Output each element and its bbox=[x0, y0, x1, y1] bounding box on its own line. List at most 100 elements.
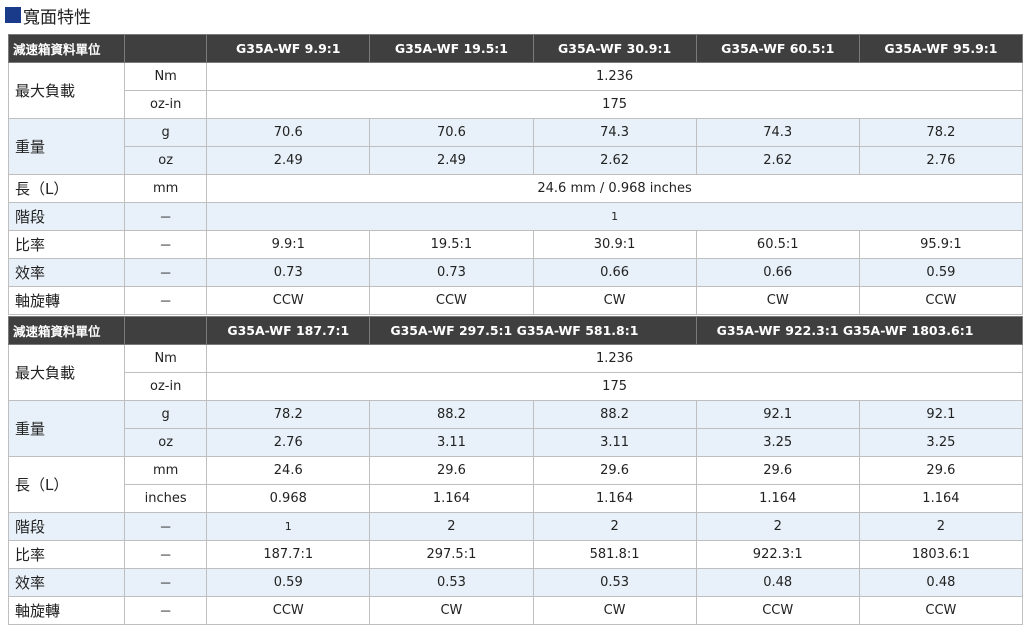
table-row: inches 0.968 1.164 1.164 1.164 1.164 bbox=[9, 484, 1024, 513]
table-row: 軸旋轉 － CCW CW CW CCW CCW bbox=[7, 596, 1024, 625]
table-row: oz 2.76 3.11 3.11 3.25 3.25 bbox=[9, 428, 1024, 457]
value-cell: 78.2 bbox=[858, 118, 1024, 147]
value-cell: 74.3 bbox=[695, 118, 860, 147]
unit-header: 減速箱資料單位 bbox=[7, 316, 126, 345]
value-cell: 1.164 bbox=[532, 484, 697, 513]
row-label-rotation: 軸旋轉 bbox=[7, 596, 126, 625]
value-cell: 2 bbox=[858, 512, 1024, 541]
value-cell: CW bbox=[369, 596, 534, 625]
value-cell: 1 bbox=[206, 512, 371, 541]
value-cell: 2.76 bbox=[858, 146, 1024, 175]
value-cell: CCW bbox=[695, 596, 860, 625]
unit-cell: － bbox=[124, 258, 208, 287]
unit-cell: g bbox=[124, 400, 208, 429]
row-label-max-load: 最大負載 bbox=[7, 62, 126, 119]
value-cell: 0.53 bbox=[532, 568, 697, 597]
value-cell: 0.59 bbox=[206, 568, 371, 597]
row-label-stages: 階段 bbox=[7, 202, 126, 231]
value-cell: 70.6 bbox=[206, 118, 371, 147]
table-row: 長（L） mm 24.6 29.6 29.6 29.6 29.6 bbox=[7, 456, 1024, 513]
value-cell: 1.236 bbox=[206, 62, 1023, 91]
model-header: G35A-WF 30.9:1 bbox=[532, 34, 697, 63]
row-label-ratio: 比率 bbox=[7, 540, 126, 569]
value-cell: 175 bbox=[206, 372, 1023, 401]
value-cell: CW bbox=[695, 286, 860, 315]
table-row: 長（L） mm 24.6 mm / 0.968 inches bbox=[7, 174, 1023, 203]
value-cell: 1.236 bbox=[206, 344, 1023, 373]
table-row: 重量 g 70.6 70.6 74.3 74.3 78.2 bbox=[7, 118, 1024, 175]
value-cell: CW bbox=[532, 596, 697, 625]
value-cell: 1.164 bbox=[695, 484, 860, 513]
unit-header: 減速箱資料單位 bbox=[7, 34, 126, 63]
unit-cell: － bbox=[124, 568, 208, 597]
row-label-length: 長（L） bbox=[7, 456, 126, 513]
value-cell: CCW bbox=[206, 596, 371, 625]
table-row: 最大負載 Nm 1.236 bbox=[7, 62, 1023, 119]
value-cell: 60.5:1 bbox=[695, 230, 860, 259]
page-title: 寬面特性 bbox=[23, 7, 91, 28]
table-row: oz 2.49 2.49 2.62 2.62 2.76 bbox=[9, 146, 1024, 175]
model-header: G35A-WF 922.3:1 G35A-WF 1803.6:1 bbox=[695, 316, 1024, 345]
value-cell: 2.62 bbox=[532, 146, 697, 175]
unit-cell: － bbox=[124, 230, 208, 259]
table-row: 效率 － 0.73 0.73 0.66 0.66 0.59 bbox=[7, 258, 1024, 287]
value-cell: CCW bbox=[206, 286, 371, 315]
value-cell: 0.59 bbox=[858, 258, 1024, 287]
table-row: oz-in 175 bbox=[9, 372, 1023, 401]
value-cell: 92.1 bbox=[858, 400, 1024, 429]
value-cell: 0.53 bbox=[369, 568, 534, 597]
table-row: 效率 － 0.59 0.53 0.53 0.48 0.48 bbox=[7, 568, 1024, 597]
table-row: 階段 － 1 bbox=[7, 202, 1023, 231]
value-cell: 0.48 bbox=[858, 568, 1024, 597]
unit-cell: oz-in bbox=[124, 90, 208, 119]
table-row: 階段 － 1 2 2 2 2 bbox=[7, 512, 1024, 541]
value-cell: 2.62 bbox=[695, 146, 860, 175]
model-header: G35A-WF 60.5:1 bbox=[695, 34, 860, 63]
row-label-stages: 階段 bbox=[7, 512, 126, 541]
unit-cell: mm bbox=[124, 174, 208, 203]
value-cell: CW bbox=[532, 286, 697, 315]
value-cell: 2 bbox=[695, 512, 860, 541]
value-cell: 3.11 bbox=[532, 428, 697, 457]
unit-cell: g bbox=[124, 118, 208, 147]
value-cell: 0.73 bbox=[206, 258, 371, 287]
model-header: G35A-WF 9.9:1 bbox=[206, 34, 371, 63]
row-label-efficiency: 效率 bbox=[7, 258, 126, 287]
value-cell: 9.9:1 bbox=[206, 230, 371, 259]
unit-cell: Nm bbox=[124, 62, 208, 91]
value-cell: CCW bbox=[369, 286, 534, 315]
value-cell: 2 bbox=[532, 512, 697, 541]
value-cell: 2.49 bbox=[369, 146, 534, 175]
table-row: oz-in 175 bbox=[9, 90, 1023, 119]
value-cell: 581.8:1 bbox=[532, 540, 697, 569]
value-cell: 3.11 bbox=[369, 428, 534, 457]
table-row: 比率 － 187.7:1 297.5:1 581.8:1 922.3:1 180… bbox=[7, 540, 1024, 569]
value-cell: 3.25 bbox=[695, 428, 860, 457]
value-cell: 19.5:1 bbox=[369, 230, 534, 259]
value-cell: 175 bbox=[206, 90, 1023, 119]
value-cell: 1803.6:1 bbox=[858, 540, 1024, 569]
unit-cell: － bbox=[124, 202, 208, 231]
spec-table-2: 減速箱資料單位 G35A-WF 187.7:1 G35A-WF 297.5:1 … bbox=[7, 316, 1024, 625]
value-cell: 88.2 bbox=[532, 400, 697, 429]
unit-cell: inches bbox=[124, 484, 208, 513]
unit-cell: oz-in bbox=[124, 372, 208, 401]
unit-cell: oz bbox=[124, 428, 208, 457]
unit-cell: oz bbox=[124, 146, 208, 175]
unit-cell: Nm bbox=[124, 344, 208, 373]
value-cell: 2.49 bbox=[206, 146, 371, 175]
row-label-ratio: 比率 bbox=[7, 230, 126, 259]
value-cell: 88.2 bbox=[369, 400, 534, 429]
row-label-weight: 重量 bbox=[7, 400, 126, 457]
value-cell: 30.9:1 bbox=[532, 230, 697, 259]
spec-table-1: 減速箱資料單位 G35A-WF 9.9:1 G35A-WF 19.5:1 G35… bbox=[7, 34, 1024, 315]
row-label-max-load: 最大負載 bbox=[7, 344, 126, 401]
value-cell: 2 bbox=[369, 512, 534, 541]
section-title: 寬面特性 bbox=[5, 3, 91, 28]
value-cell: 3.25 bbox=[858, 428, 1024, 457]
table-row: 比率 － 9.9:1 19.5:1 30.9:1 60.5:1 95.9:1 bbox=[7, 230, 1024, 259]
value-cell: 24.6 mm / 0.968 inches bbox=[206, 174, 1023, 203]
value-cell: CCW bbox=[858, 596, 1024, 625]
value-cell: 0.66 bbox=[532, 258, 697, 287]
unit-cell: － bbox=[124, 540, 208, 569]
